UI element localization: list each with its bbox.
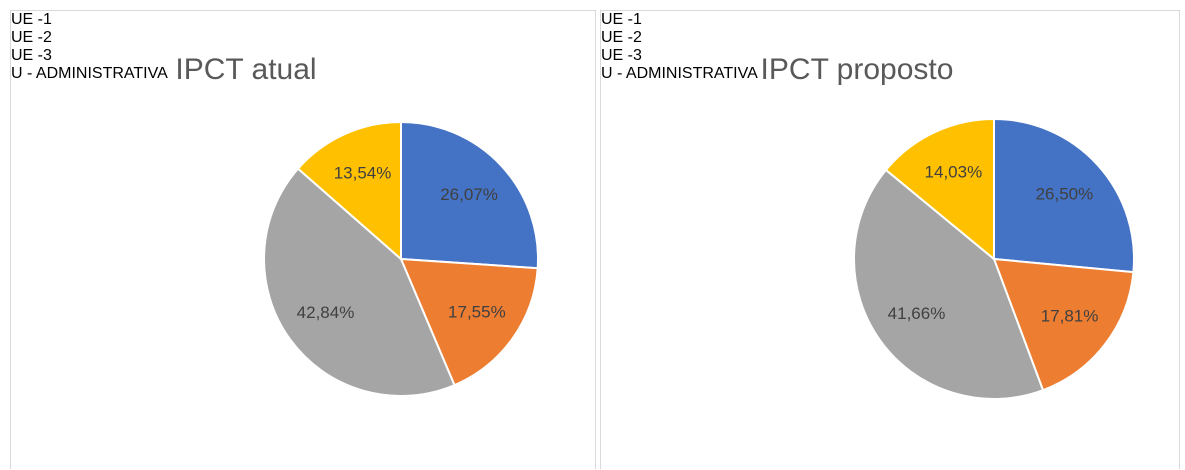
legend-entry: UE -1	[11, 11, 595, 29]
pie-slice	[884, 117, 995, 262]
chart-panel: IPCT atual 26,07% 17,55% 42,84% 13,54% UE -1 U…	[10, 10, 596, 469]
data-label: 17,55%	[448, 303, 506, 322]
pie-chart: 26,50% 17,81% 41,66% 14,03%	[853, 117, 1135, 400]
legend-entry: U - ADMINISTRATIVA	[11, 65, 595, 83]
data-label: 14,03%	[925, 162, 983, 181]
data-label: 42,84%	[297, 303, 355, 322]
legend-entry: UE -3	[11, 47, 595, 65]
data-label: 41,66%	[888, 304, 946, 323]
legend-label: U - ADMINISTRATIVA	[601, 65, 758, 82]
legend-label: UE -2	[601, 29, 642, 46]
pie-slice	[263, 167, 456, 397]
legend-entry: UE -2	[11, 29, 595, 47]
data-label: 26,50%	[1036, 184, 1094, 203]
pie-slice	[992, 257, 1135, 392]
legend-entry: UE -1	[601, 11, 1179, 29]
pie-slice	[296, 120, 402, 262]
legend-entry: UE -2	[601, 29, 1179, 47]
legend-label: UE -1	[11, 11, 52, 28]
pie-slice	[853, 168, 1045, 400]
legend-entry: U - ADMINISTRATIVA	[601, 65, 1179, 83]
legend-label: UE -3	[601, 47, 642, 64]
chart-title: IPCT atual	[175, 53, 317, 86]
pie-chart: 26,07% 17,55% 42,84% 13,54%	[263, 120, 539, 397]
legend-label: U - ADMINISTRATIVA	[11, 65, 168, 82]
legend-label: UE -3	[11, 47, 52, 64]
chart-panel: IPCT proposto 26,50% 17,81% 41,66% 14,03% UE …	[600, 10, 1180, 469]
legend-label: UE -2	[11, 29, 52, 46]
data-label: 17,81%	[1041, 306, 1099, 325]
pie-slice	[400, 120, 539, 270]
chart-title: IPCT proposto	[760, 53, 954, 86]
pie-slice	[993, 117, 1135, 274]
data-label: 26,07%	[440, 185, 498, 204]
legend-label: UE -1	[601, 11, 642, 28]
pie-slice	[399, 257, 539, 387]
legend-entry: UE -3	[601, 47, 1179, 65]
data-label: 13,54%	[334, 164, 392, 183]
